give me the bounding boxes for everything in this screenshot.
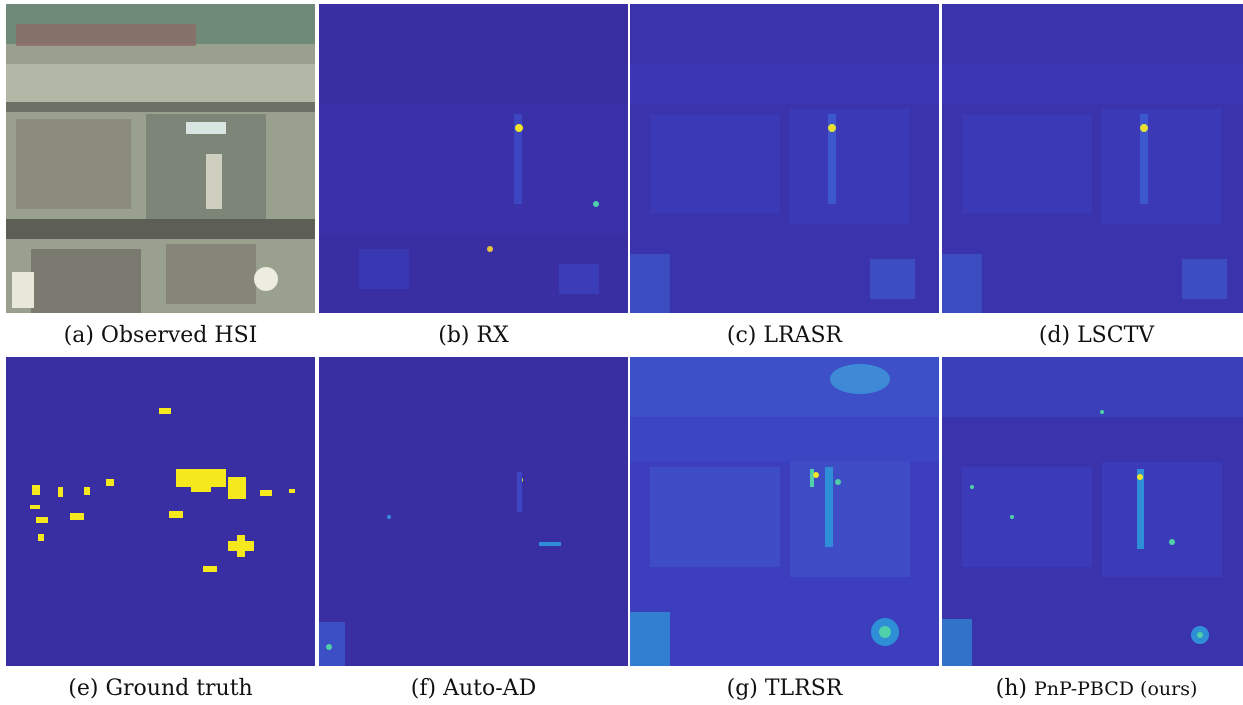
caption-pnp-pbcd-method: PnP-PBCD (ours) [1033, 678, 1198, 700]
observed-hsi-image [6, 4, 315, 313]
panel-tlrsr [630, 357, 939, 666]
lsctv-detection-map [942, 4, 1243, 313]
caption-observed-hsi: (a) Observed HSI [63, 323, 258, 348]
panel-pnp-pbcd [942, 357, 1243, 666]
rx-detection-map [319, 4, 628, 313]
panel-observed-hsi [6, 4, 315, 313]
auto-ad-detection-map [319, 357, 628, 666]
caption-pnp-pbcd: (h) PnP-PBCD (ours) [942, 676, 1243, 702]
panel-rx [319, 4, 628, 313]
panel-ground-truth [6, 357, 315, 666]
caption-tlrsr: (g) TLRSR [726, 676, 843, 701]
panel-auto-ad [319, 357, 628, 666]
caption-ground-truth: (e) Ground truth [68, 676, 253, 701]
tlrsr-detection-map [630, 357, 939, 666]
pnp-pbcd-detection-map [942, 357, 1243, 666]
caption-lsctv: (d) LSCTV [1038, 323, 1155, 348]
caption-lrasr: (c) LRASR [726, 323, 843, 348]
panel-lrasr [630, 4, 939, 313]
lrasr-detection-map [630, 4, 939, 313]
caption-pnp-pbcd-prefix: (h) [995, 676, 1027, 701]
ground-truth-map [6, 357, 315, 666]
caption-auto-ad: (f) Auto-AD [410, 676, 537, 701]
caption-rx: (b) RX [438, 323, 509, 348]
panel-lsctv [942, 4, 1243, 313]
